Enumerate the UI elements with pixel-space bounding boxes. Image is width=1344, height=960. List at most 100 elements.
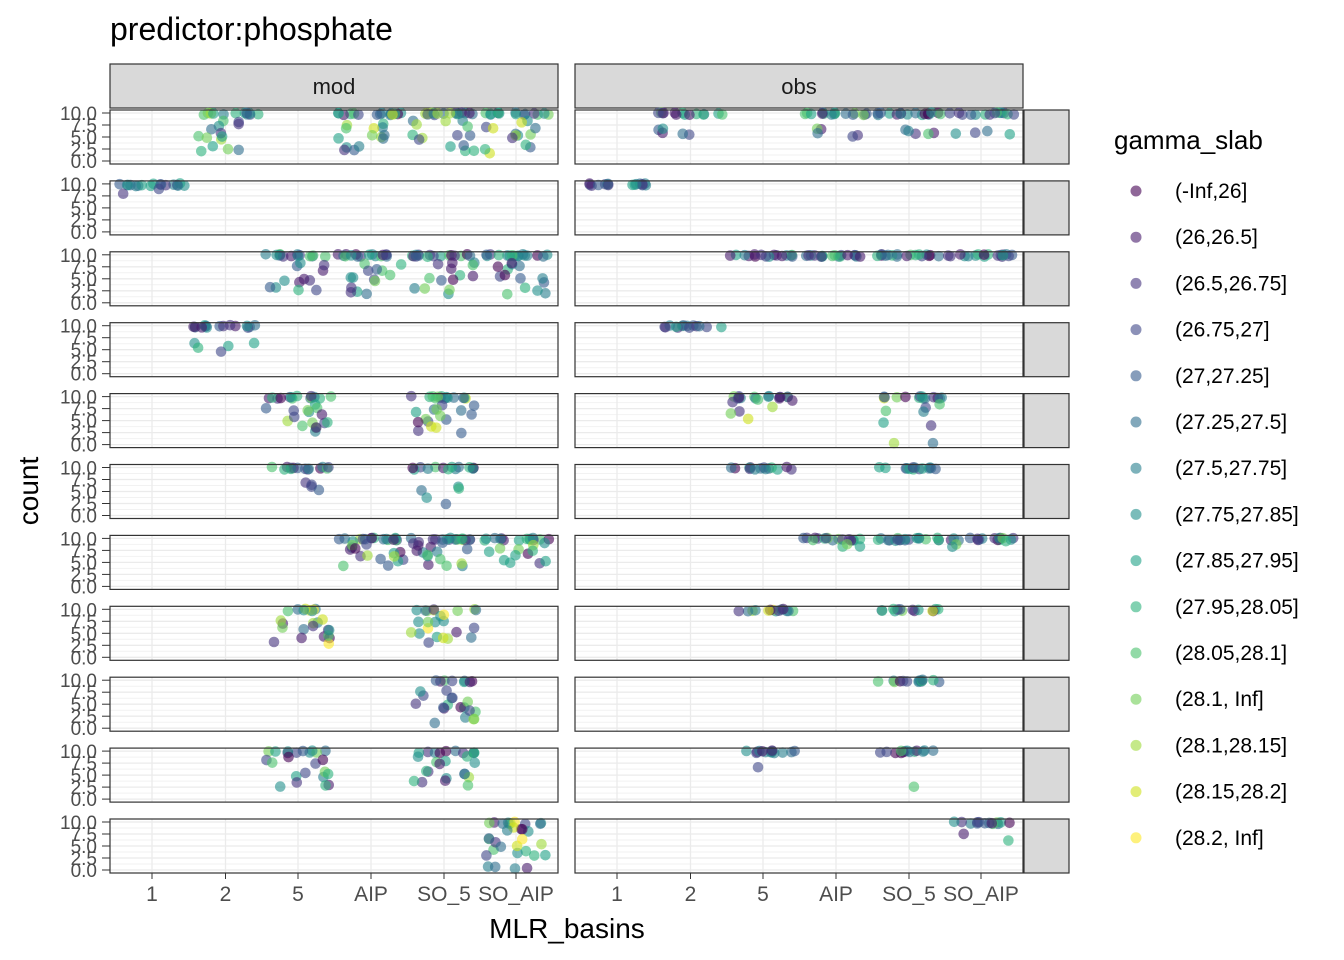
y-tick-label: 2.5 bbox=[71, 140, 97, 161]
data-point bbox=[468, 622, 480, 634]
data-point bbox=[986, 817, 998, 829]
data-point bbox=[456, 427, 467, 439]
data-point bbox=[322, 417, 333, 428]
data-point bbox=[172, 180, 184, 191]
legend-label: (26,26.5] bbox=[1175, 226, 1258, 249]
y-tick-label: 10.0 bbox=[60, 459, 97, 480]
data-point bbox=[412, 751, 424, 763]
data-point bbox=[193, 130, 204, 142]
data-point bbox=[958, 828, 969, 840]
panel-border bbox=[109, 747, 559, 803]
data-point bbox=[787, 395, 798, 406]
y-tick-label: 0.0 bbox=[71, 790, 97, 811]
panel-border bbox=[574, 747, 1024, 803]
row-strip bbox=[1023, 109, 1070, 165]
data-point bbox=[447, 257, 458, 269]
data-point bbox=[760, 463, 771, 475]
data-point bbox=[419, 283, 431, 294]
data-point bbox=[268, 636, 280, 648]
data-point bbox=[481, 850, 492, 861]
data-point bbox=[847, 131, 859, 142]
row-strip bbox=[1023, 180, 1070, 236]
legend-label: (27.75,27.85] bbox=[1175, 503, 1299, 526]
data-point bbox=[323, 624, 335, 636]
data-point bbox=[441, 685, 452, 696]
data-point bbox=[333, 133, 344, 144]
data-point bbox=[1004, 128, 1016, 140]
data-point bbox=[540, 555, 551, 567]
data-point bbox=[440, 115, 451, 127]
data-point bbox=[854, 541, 866, 552]
data-point bbox=[978, 249, 990, 261]
data-point bbox=[469, 757, 481, 769]
data-point bbox=[903, 125, 914, 137]
data-point bbox=[353, 141, 365, 152]
data-point bbox=[1004, 817, 1015, 829]
y-tick-label: 0.0 bbox=[71, 861, 97, 882]
data-point bbox=[279, 464, 290, 475]
data-point bbox=[465, 632, 477, 643]
data-point bbox=[895, 108, 906, 119]
panel-border bbox=[109, 251, 559, 307]
data-point bbox=[752, 394, 764, 405]
data-point bbox=[480, 533, 492, 545]
data-point bbox=[997, 249, 1009, 261]
panel-points bbox=[193, 107, 554, 159]
data-point bbox=[932, 532, 943, 544]
data-point bbox=[527, 545, 539, 557]
data-point bbox=[462, 780, 474, 791]
data-point bbox=[908, 781, 920, 793]
y-tick-label: 0.0 bbox=[71, 507, 97, 528]
data-point bbox=[375, 553, 386, 565]
data-point bbox=[874, 747, 886, 758]
row-strip bbox=[1023, 322, 1070, 378]
facet-panels: modobs0.02.55.07.510.0tlanti0.02.55.07.5… bbox=[60, 63, 1070, 882]
data-point bbox=[854, 533, 866, 545]
data-point bbox=[507, 132, 518, 144]
data-point bbox=[781, 461, 793, 473]
data-point bbox=[320, 745, 331, 757]
data-point bbox=[653, 107, 664, 119]
y-tick-label: 2.5 bbox=[71, 636, 97, 657]
data-point bbox=[798, 532, 809, 544]
y-tick-label: 10.0 bbox=[60, 813, 97, 834]
data-point bbox=[323, 461, 334, 473]
y-tick-label: 7.5 bbox=[71, 187, 97, 208]
y-tick-label: 5.0 bbox=[71, 837, 97, 858]
legend-key bbox=[1130, 786, 1142, 798]
data-point bbox=[201, 132, 213, 144]
data-point bbox=[347, 272, 359, 283]
data-point bbox=[322, 768, 334, 780]
data-point bbox=[470, 604, 482, 616]
data-point bbox=[241, 107, 252, 119]
legend-key bbox=[1130, 416, 1142, 428]
data-point bbox=[307, 620, 319, 632]
y-tick-label: 2.5 bbox=[71, 353, 97, 374]
panel-border bbox=[574, 251, 1024, 307]
legend-key bbox=[1130, 601, 1142, 613]
data-point bbox=[461, 543, 473, 555]
panel-border bbox=[574, 463, 1024, 520]
data-point bbox=[445, 141, 456, 152]
legend-key bbox=[1130, 185, 1142, 197]
data-point bbox=[366, 129, 378, 141]
data-point bbox=[485, 108, 497, 120]
data-point bbox=[267, 392, 278, 403]
data-point bbox=[854, 251, 866, 262]
y-tick-label: 0.0 bbox=[71, 648, 97, 669]
data-point bbox=[521, 862, 533, 874]
data-point bbox=[233, 118, 244, 130]
data-point bbox=[422, 616, 434, 628]
data-point bbox=[918, 406, 929, 418]
x-axis: 1 2 5 AIP SO_5 SO_AIP 1 2 5 AIP SO_5 SO_AIP bbox=[146, 873, 1019, 906]
data-point bbox=[264, 281, 276, 293]
data-point bbox=[381, 249, 392, 261]
data-point bbox=[435, 250, 447, 262]
data-point bbox=[767, 401, 778, 413]
data-point bbox=[248, 337, 260, 349]
y-tick-label: 2.5 bbox=[71, 211, 97, 232]
data-point bbox=[288, 411, 300, 423]
data-point bbox=[458, 392, 469, 404]
data-point bbox=[693, 320, 705, 332]
